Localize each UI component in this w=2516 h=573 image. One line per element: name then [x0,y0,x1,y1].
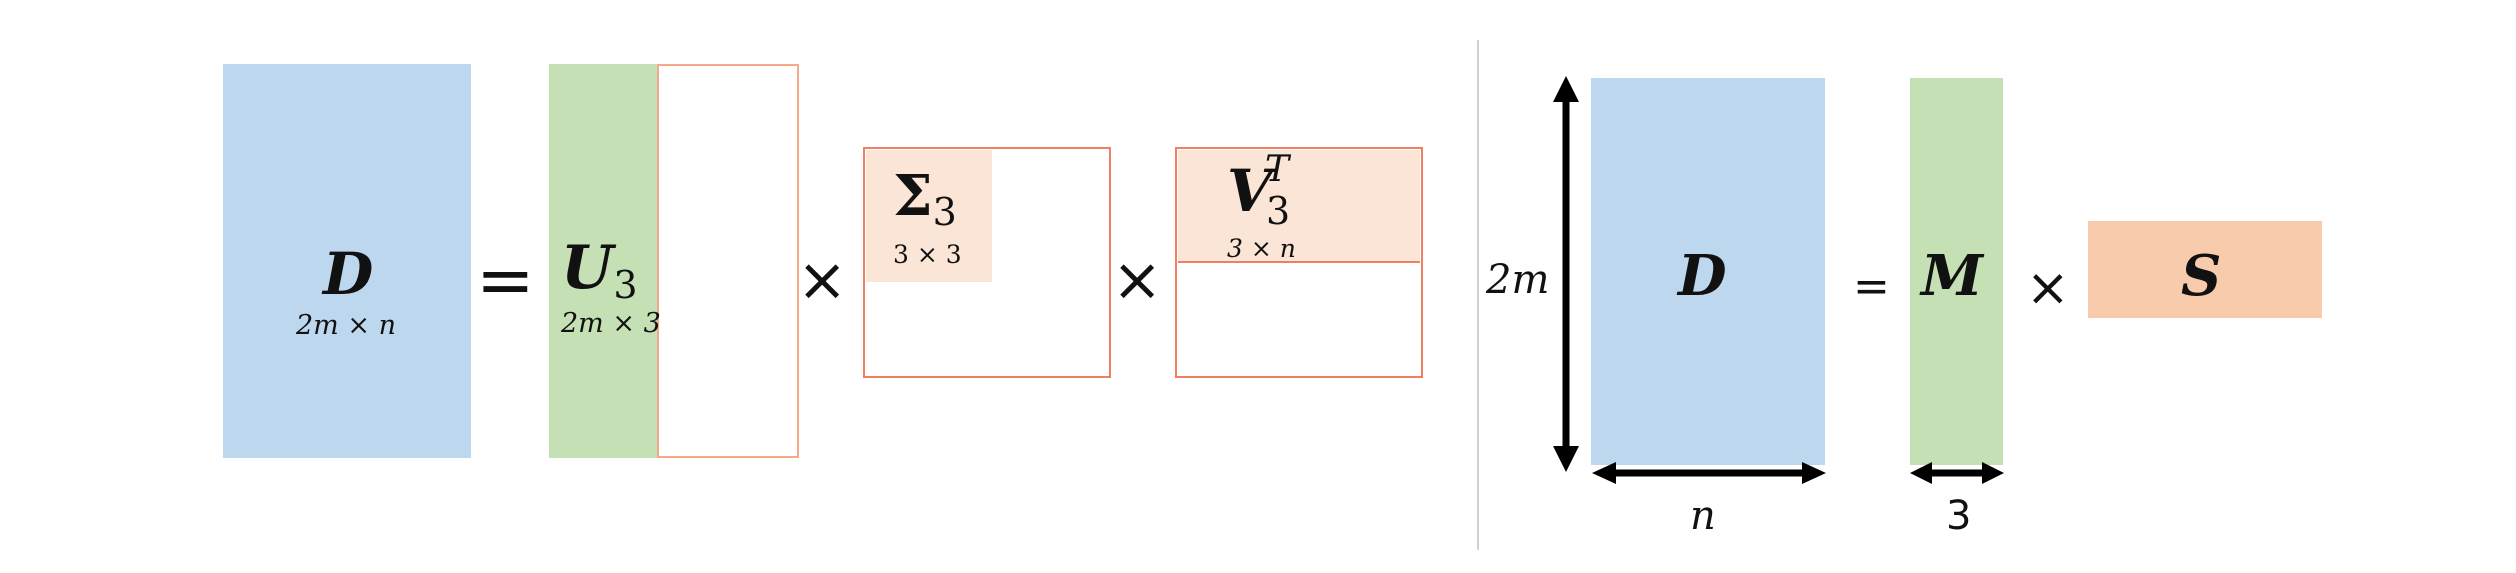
matrix-vt3-superscript: T [1265,149,1290,190]
matrix-u3-symbol: U3 [561,233,638,307]
matrix-sigma3-subscript: 3 [932,190,957,234]
matrix-sigma3-symbol: Σ3 [893,163,957,234]
matrix-u-full-outline [657,64,799,458]
matrix-u3-subscript: 3 [613,263,638,307]
width-label-n: n [1690,493,1716,539]
matrix-m [1910,78,2003,465]
height-arrow [1553,76,1579,472]
matrix-sigma3 [866,150,992,282]
matrix-s [2088,221,2322,318]
matrix-vt3-subscript: 3 [1266,189,1291,233]
matrix-sigma3-dims: 3 × 3 [893,240,962,269]
matrix-sigma-outline [863,147,1111,378]
matrix-d-left-dims: 2m × n [296,310,396,341]
matrix-d-left-symbol: D [323,240,374,308]
matrix-u3 [549,64,658,458]
matrix-d-left [223,64,471,458]
times-sign-1: × [797,245,848,315]
height-label: 2m [1486,257,1550,303]
width-label-3: 3 [1946,493,1972,539]
width-arrow-3 [1910,462,2004,484]
matrix-m-symbol: M [1921,243,1983,309]
matrix-s-symbol: S [2181,243,2222,309]
equals-sign-right: = [1853,261,1890,312]
matrix-d-right [1591,78,1825,465]
times-sign-2: × [1112,245,1163,315]
matrix-u3-dims: 2m × 3 [561,308,661,339]
matrix-vt3 [1178,150,1420,263]
matrix-vt3-dims: 3 × n [1227,234,1296,263]
vertical-divider [1477,40,1479,550]
equals-sign-left: = [476,239,535,321]
width-arrow-n [1592,462,1826,484]
matrix-vt-outline [1175,147,1423,378]
matrix-d-right-symbol: D [1678,243,1727,309]
matrix-vt3-symbol: V [1227,157,1273,225]
times-sign-right: × [2026,258,2070,318]
